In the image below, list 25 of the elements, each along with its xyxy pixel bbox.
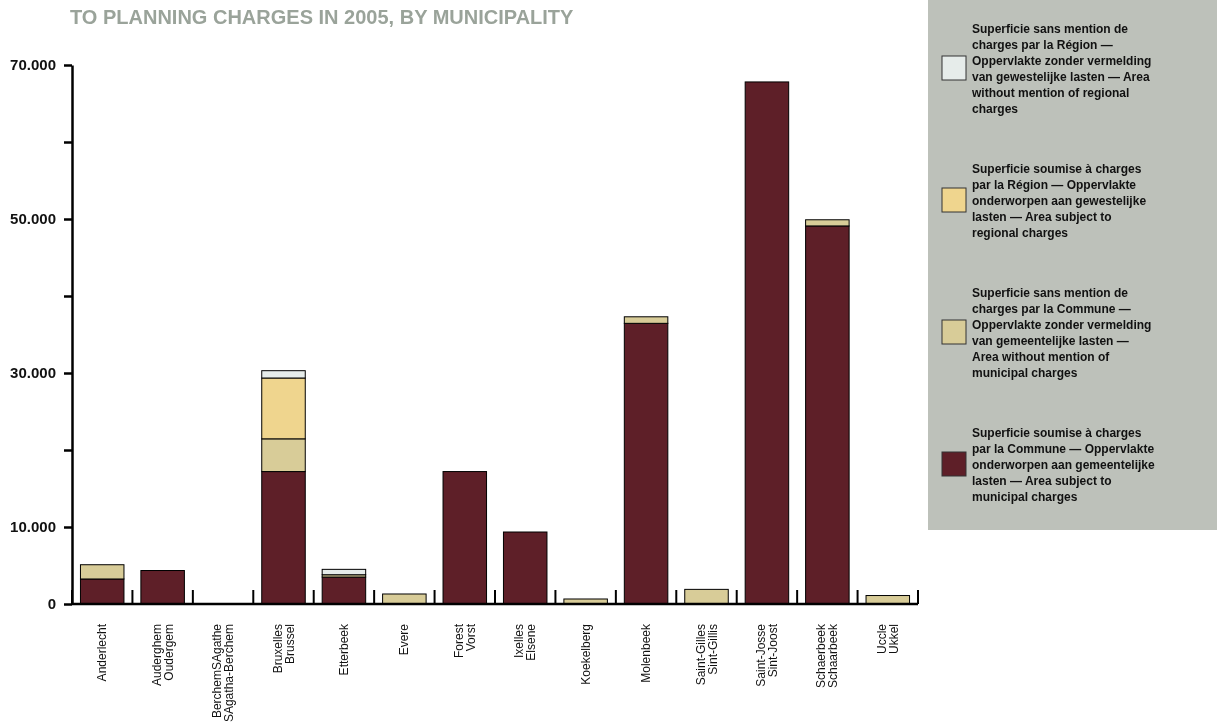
y-tick-label: 50.000: [10, 210, 56, 228]
x-tick-label: Saint-Josse Sint-Joost: [753, 623, 780, 687]
x-tick-label: Molenbeek: [639, 623, 654, 683]
bar: [321, 568, 367, 576]
x-tick-label: Evere: [397, 623, 412, 656]
x-tick-label: Bruxelles Brussel: [270, 624, 297, 674]
legend-label: Superficie sans mention de charges par la Commune — Oppervlakte zonder vermelding van gemeentelijke lasten — Area without mention of municipal charges: [972, 286, 1152, 380]
x-tick-label: Etterbeek: [336, 623, 351, 676]
x-tick-label: Ixelles Elsene: [512, 623, 539, 661]
x-tick-label: Saint-Gilles Sint-Gillis: [693, 624, 720, 686]
chart-title: TO PLANNING CHARGES IN 2005, BY MUNICIPALITY: [70, 6, 575, 28]
y-tick-label: 10.000: [10, 518, 56, 536]
legend-label: Superficie soumise à charges par la Commune — Oppervlakte onderworpen aan gemeentelijke lasten — Area subject to municipal charges: [972, 426, 1156, 504]
y-tick-label: 0: [47, 595, 56, 613]
x-tick-label: Auderghem Oudergem: [149, 624, 176, 687]
x-tick-label: Koekelberg: [578, 624, 593, 685]
x-tick-label: Uccle Ukkel: [874, 623, 901, 655]
x-tick-label: Anderlecht: [95, 623, 110, 682]
x-tick-label: Forest Vorst: [451, 623, 478, 659]
legend-label: Superficie sans mention de charges par la Région — Oppervlakte zonder vermelding van gewestelijke lasten — Area without mention of regional charges: [971, 22, 1152, 116]
legend-label: Superficie soumise à charges par la Région — Oppervlakte onderworpen aan gewestelijke lasten — Area subject to regional charges: [972, 162, 1147, 240]
y-tick-label: 70.000: [10, 56, 56, 74]
y-tick-label: 30.000: [10, 364, 56, 382]
x-tick-label: BerchemSAgathe SAgatha-Berchem: [210, 623, 237, 723]
x-tick-label: Schaerbeek Schaarbeek: [814, 623, 841, 689]
